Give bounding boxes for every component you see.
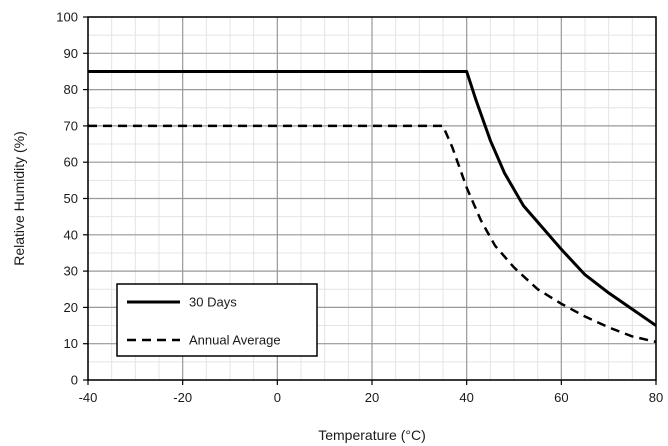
y-tick-label: 50 bbox=[64, 191, 78, 206]
legend-box bbox=[116, 283, 318, 357]
x-tick-label: -40 bbox=[79, 390, 98, 405]
x-tick-label: -20 bbox=[173, 390, 192, 405]
y-tick-label: 80 bbox=[64, 82, 78, 97]
y-tick-label: 90 bbox=[64, 46, 78, 61]
y-tick-label: 0 bbox=[71, 373, 78, 388]
y-tick-label: 20 bbox=[64, 300, 78, 315]
series-line-30-days bbox=[88, 69, 657, 327]
x-tick-label: 60 bbox=[554, 390, 568, 405]
series-line-annual-average bbox=[88, 124, 657, 344]
x-axis-ticks: -40 -20 0 20 40 60 80 bbox=[79, 380, 663, 405]
legend: 30 Days Annual Average bbox=[116, 283, 318, 357]
series-layer bbox=[88, 69, 657, 344]
y-tick-label: 60 bbox=[64, 155, 78, 170]
x-tick-label: 40 bbox=[459, 390, 473, 405]
legend-label-annual-average: Annual Average bbox=[189, 333, 281, 348]
x-tick-label: 20 bbox=[365, 390, 379, 405]
y-tick-label: 100 bbox=[56, 10, 78, 25]
x-axis-label: Temperature (°C) bbox=[318, 427, 426, 443]
x-tick-label: 0 bbox=[274, 390, 281, 405]
y-tick-label: 70 bbox=[64, 118, 78, 133]
y-tick-label: 40 bbox=[64, 227, 78, 242]
y-tick-label: 10 bbox=[64, 336, 78, 351]
y-axis-ticks: 0 10 20 30 40 50 60 70 80 90 100 bbox=[56, 10, 88, 388]
legend-label-30-days: 30 Days bbox=[189, 295, 237, 310]
x-tick-label: 80 bbox=[649, 390, 663, 405]
y-tick-label: 30 bbox=[64, 264, 78, 279]
y-axis-label: Relative Humidity (%) bbox=[11, 131, 27, 266]
